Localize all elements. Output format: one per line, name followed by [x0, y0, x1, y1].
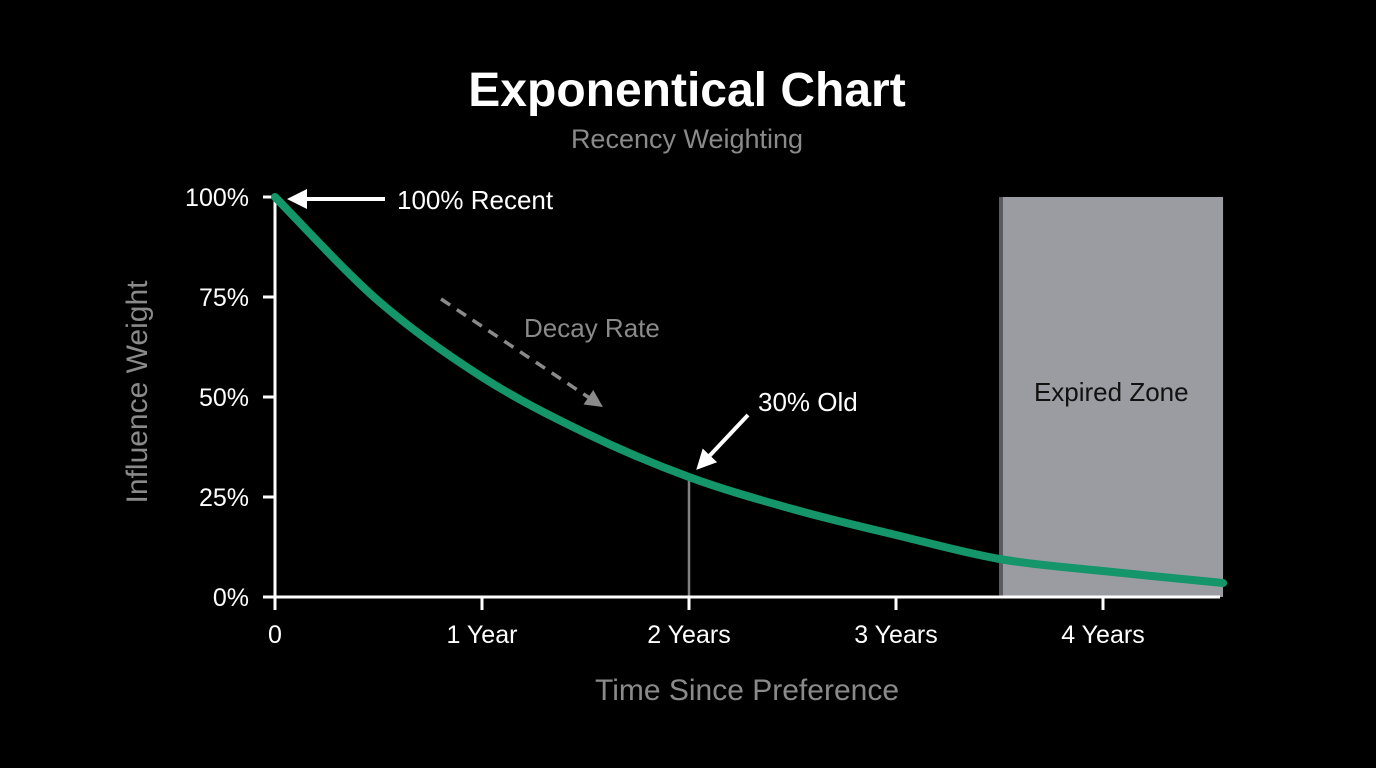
expired-zone-layer: Expired Zone [999, 197, 1224, 597]
expired-zone-label: Expired Zone [1034, 377, 1189, 407]
chart-title: Exponentical Chart [468, 64, 905, 117]
x-tick-label: 2 Years [647, 621, 730, 649]
decay-rate-arrow [440, 297, 603, 407]
tick-layer: 0% 25% 50% 75% 100% 0 1 Year 2 Years 3 Years 4 Ye… [185, 184, 1145, 649]
old-annotation-label: 30% Old [758, 387, 858, 417]
recent-annotation-label: 100% Recent [397, 185, 554, 215]
y-tick-label: 50% [199, 384, 249, 412]
annotation-layer: 100% Recent 30% Old Decay Rate [287, 185, 858, 470]
old-arrow [696, 413, 750, 470]
x-axis-label: Time Since Preference [595, 674, 899, 707]
x-tick-label: 3 Years [854, 621, 937, 649]
expired-zone-rect [999, 197, 1224, 597]
x-tick-label: 1 Year [447, 621, 518, 649]
series-layer [271, 193, 1228, 587]
y-axis-label: Influence Weight [121, 280, 154, 504]
decay-rate-label: Decay Rate [524, 313, 660, 343]
x-tick-label: 0 [268, 621, 282, 649]
x-tick-label: 4 Years [1061, 621, 1144, 649]
y-tick-label: 100% [185, 184, 249, 212]
chart-subtitle: Recency Weighting [571, 124, 803, 154]
decay-curve [271, 193, 1228, 587]
y-tick-label: 0% [213, 584, 249, 612]
y-tick-label: 25% [199, 484, 249, 512]
y-tick-label: 75% [199, 284, 249, 312]
